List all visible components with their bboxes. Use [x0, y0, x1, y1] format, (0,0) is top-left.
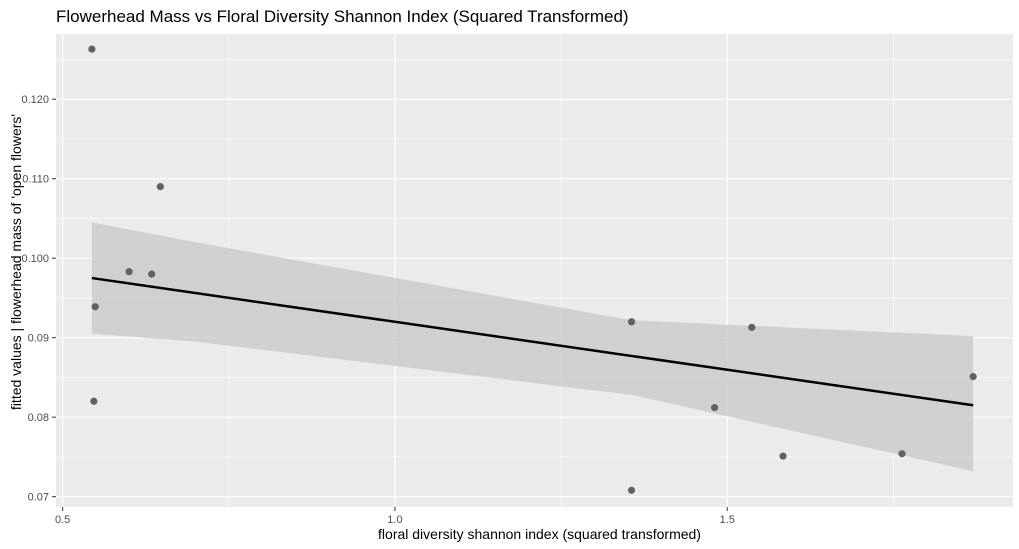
- x-tick-label: 1.0: [387, 514, 402, 526]
- y-axis-label: fitted values | flowerhead mass of 'open…: [8, 113, 24, 411]
- chart-title: Flowerhead Mass vs Floral Diversity Shan…: [56, 7, 629, 26]
- data-points: [88, 45, 977, 494]
- x-axis-ticks: 0.5 1.0 1.5: [55, 507, 735, 526]
- data-point: [148, 270, 156, 278]
- data-point: [969, 373, 977, 381]
- data-point: [125, 268, 133, 276]
- x-tick-label: 0.5: [55, 514, 70, 526]
- x-axis-label: floral diversity shannon index (squared …: [378, 526, 701, 542]
- data-point: [779, 452, 787, 460]
- y-tick-label: 0.110: [22, 174, 49, 186]
- data-point: [627, 318, 636, 326]
- y-tick-label: 0.08: [28, 412, 49, 424]
- y-axis-ticks: 0.07 0.08 0.09 0.100 0.110 0.120: [21, 94, 56, 504]
- data-point: [90, 397, 98, 405]
- y-tick-label: 0.09: [28, 333, 49, 345]
- data-point: [711, 404, 719, 412]
- grid-major: [56, 34, 1013, 507]
- regression-line: [91, 276, 974, 407]
- y-tick-label: 0.100: [21, 253, 49, 265]
- y-tick-label: 0.120: [21, 94, 49, 106]
- data-point: [627, 486, 636, 494]
- data-point: [898, 450, 906, 458]
- data-point: [156, 183, 164, 191]
- y-tick-label: 0.07: [28, 492, 49, 504]
- data-point: [91, 303, 99, 311]
- data-point: [88, 45, 96, 53]
- confidence-band: [91, 222, 974, 472]
- x-tick-label: 1.5: [720, 514, 735, 526]
- data-point: [748, 323, 756, 331]
